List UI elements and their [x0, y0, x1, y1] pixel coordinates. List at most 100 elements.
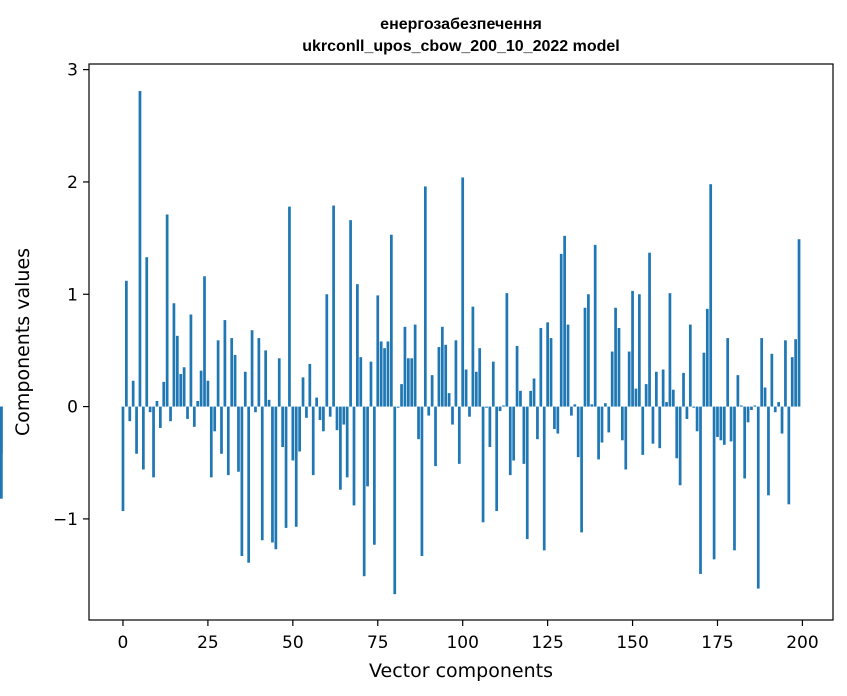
bar-95	[444, 344, 448, 407]
bar-62	[332, 205, 335, 407]
bar-33	[233, 354, 237, 407]
bar-8	[148, 406, 152, 413]
y-tick-label: 2	[67, 173, 78, 193]
bar-61	[328, 406, 332, 417]
bar-142	[604, 403, 607, 407]
x-tick-label: 175	[701, 633, 733, 653]
x-tick-label: 75	[367, 633, 389, 653]
bar-60	[325, 294, 329, 407]
bar-29	[220, 406, 223, 454]
bar-127	[553, 406, 556, 430]
bar-124	[542, 406, 546, 551]
bar-128	[556, 406, 560, 434]
bar-186	[753, 405, 757, 407]
bar-49	[288, 206, 291, 407]
bar-52	[298, 406, 301, 452]
x-axis-label: Vector components	[369, 660, 553, 682]
bar-88	[420, 406, 424, 556]
bar-157	[654, 371, 658, 407]
bar-154	[644, 384, 648, 407]
bar-21	[192, 406, 196, 427]
bar-7	[145, 257, 149, 407]
bar-85	[410, 358, 414, 407]
bar-18	[182, 367, 186, 407]
bar-98	[454, 340, 458, 407]
bar-181	[736, 375, 740, 407]
bar-182	[739, 405, 743, 407]
bar-191	[770, 353, 774, 407]
bar-106	[481, 406, 485, 523]
bar-46	[277, 358, 281, 407]
bar-185	[750, 406, 753, 410]
bar-40	[257, 338, 261, 407]
bar-93	[437, 347, 441, 407]
bar-132	[570, 406, 573, 416]
bar-119	[525, 406, 529, 540]
bar-32	[230, 338, 234, 407]
bar-151	[634, 388, 638, 407]
bar-126	[549, 338, 553, 407]
x-tick-label: 200	[786, 633, 818, 653]
bar-27	[213, 406, 217, 432]
x-tick-label: 25	[197, 633, 219, 653]
x-tick-label: 100	[446, 633, 478, 653]
y-tick-label: 1	[67, 285, 78, 305]
bar-67	[349, 220, 352, 407]
bar-160	[665, 402, 668, 407]
bar-36	[243, 371, 247, 407]
x-ticks: 0 25 50 75 100 125 150 175 200	[118, 620, 819, 653]
bar-118	[522, 406, 526, 464]
bar-75	[376, 295, 380, 407]
bar-14	[169, 406, 172, 422]
bar-80	[393, 406, 397, 595]
bar-197	[790, 357, 794, 407]
bar-22	[196, 400, 200, 407]
bar-20	[189, 314, 193, 407]
bar-91	[430, 375, 434, 407]
bar-89	[423, 186, 427, 407]
bar-82	[400, 384, 403, 407]
bar-193	[777, 402, 780, 407]
bar-138	[590, 404, 594, 407]
bar-25	[206, 380, 210, 407]
bar-143	[607, 406, 611, 433]
bar-148	[624, 406, 628, 470]
bar-99	[457, 406, 461, 464]
plot-frame	[88, 63, 834, 621]
bar-41	[260, 406, 264, 541]
bar-6	[142, 406, 145, 470]
bar-51	[294, 406, 298, 527]
bar-145	[614, 307, 617, 407]
bar-188	[760, 338, 764, 407]
bar-78	[386, 341, 390, 407]
bar-48	[284, 406, 288, 528]
bar-12	[162, 381, 166, 407]
bar-170	[699, 406, 702, 574]
bar-15	[172, 303, 176, 407]
bar-10	[155, 400, 159, 407]
bar-65	[342, 406, 346, 425]
bar-24	[203, 276, 206, 407]
bar-5	[138, 90, 142, 407]
bar-199	[797, 239, 801, 407]
bar-167	[688, 324, 692, 407]
bar-176	[719, 406, 723, 441]
bar-122	[536, 406, 539, 440]
bar-94	[440, 326, 444, 407]
bar-68	[352, 406, 356, 506]
bar-74	[373, 406, 376, 545]
x-tick-label: 0	[118, 633, 129, 653]
bar-38	[250, 330, 254, 407]
bar-92	[434, 406, 437, 467]
bar-70	[359, 357, 363, 407]
bar-159	[661, 369, 665, 407]
bar-4	[135, 406, 138, 454]
bar-56	[311, 406, 315, 476]
bar-72	[366, 406, 369, 487]
bar-97	[451, 406, 454, 425]
bar-152	[638, 294, 641, 407]
bar-34	[237, 406, 240, 472]
bar-113	[505, 293, 509, 407]
bar-39	[254, 406, 257, 413]
bar-161	[668, 293, 672, 407]
